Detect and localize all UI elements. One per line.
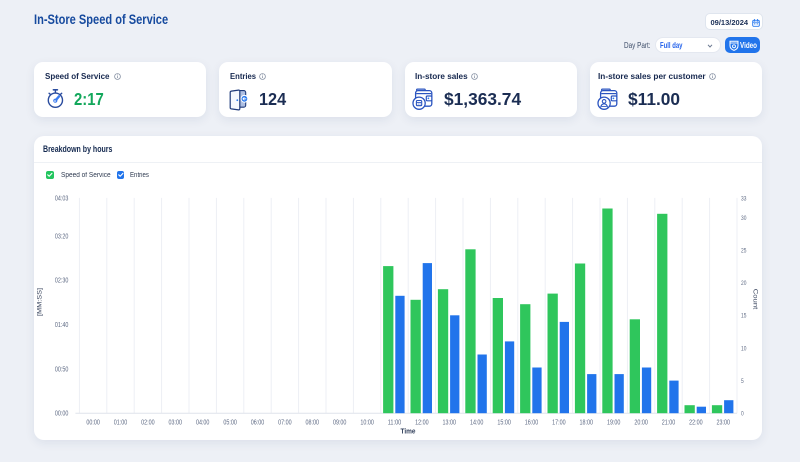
svg-text:04:03: 04:03 [55,195,69,202]
svg-text:0: 0 [741,410,744,417]
svg-text:30: 30 [741,214,747,221]
svg-text:20:00: 20:00 [634,419,648,426]
svg-text:08:00: 08:00 [306,419,320,426]
svg-text:00:00: 00:00 [55,410,69,417]
svg-text:09:00: 09:00 [333,419,347,426]
svg-text:5: 5 [741,378,744,385]
svg-text:03:00: 03:00 [169,419,183,426]
svg-text:25: 25 [741,247,747,254]
svg-text:33: 33 [741,195,747,202]
svg-text:10:00: 10:00 [360,419,374,426]
svg-text:11:00: 11:00 [388,419,402,426]
svg-text:10: 10 [741,345,747,352]
svg-text:01:40: 01:40 [55,322,69,329]
svg-text:14:00: 14:00 [470,419,484,426]
svg-text:21:00: 21:00 [662,419,676,426]
svg-text:16:00: 16:00 [525,419,539,426]
svg-text:13:00: 13:00 [443,419,457,426]
svg-text:06:00: 06:00 [251,419,265,426]
svg-text:03:20: 03:20 [55,233,69,240]
svg-text:05:00: 05:00 [223,419,237,426]
svg-text:02:00: 02:00 [141,419,155,426]
svg-text:02:30: 02:30 [55,277,69,284]
svg-text:23:00: 23:00 [717,419,731,426]
svg-text:18:00: 18:00 [580,419,594,426]
svg-text:19:00: 19:00 [607,419,621,426]
svg-text:04:00: 04:00 [196,419,210,426]
svg-text:[MM:SS]: [MM:SS] [37,287,44,315]
svg-text:00:50: 00:50 [55,366,69,373]
svg-text:15:00: 15:00 [497,419,511,426]
svg-text:00:00: 00:00 [86,419,100,426]
svg-text:12:00: 12:00 [415,419,429,426]
svg-text:15: 15 [741,312,747,319]
svg-text:Time: Time [401,428,416,435]
svg-text:01:00: 01:00 [114,419,128,426]
svg-text:07:00: 07:00 [278,419,292,426]
svg-text:17:00: 17:00 [552,419,566,426]
svg-text:20: 20 [741,280,747,287]
svg-text:22:00: 22:00 [689,419,703,426]
svg-text:Count: Count [752,288,759,309]
